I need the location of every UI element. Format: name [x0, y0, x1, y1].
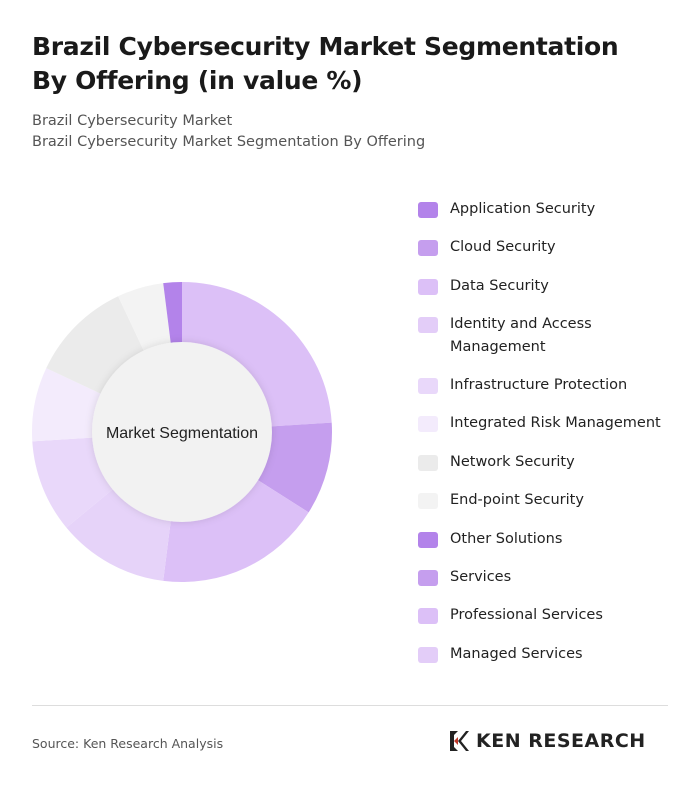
legend-label: Managed Services: [450, 646, 583, 662]
donut-slice: [46, 296, 145, 395]
legend-item: Integrated Risk Management: [418, 412, 670, 435]
legend-label: Cloud Security: [450, 239, 556, 255]
legend-item: Services: [418, 566, 670, 589]
donut-slice: [256, 422, 332, 513]
donut-center: [92, 342, 272, 522]
legend-label: End-point Security: [450, 492, 584, 508]
chart-title: Brazil Cybersecurity Market Segmentation…: [32, 32, 619, 95]
legend-item: Data Security: [418, 275, 670, 298]
legend-label: Application Security: [450, 201, 596, 217]
divider: [32, 705, 668, 706]
legend-item: Other Solutions: [418, 528, 670, 551]
legend-label: Data Security: [450, 278, 549, 294]
legend-swatch: [418, 317, 438, 333]
ken-research-logo: KEN RESEARCH: [448, 729, 646, 753]
legend-item: End-point Security: [418, 489, 670, 512]
legend-label: Integrated Risk Management: [450, 415, 661, 431]
donut-slice: [32, 437, 115, 528]
legend-item: Identity and Access Management: [418, 313, 670, 359]
donut-chart: Market Segmentation: [31, 282, 332, 582]
legend-swatch: [418, 378, 438, 394]
legend-label: Professional Services: [450, 607, 603, 623]
legend-swatch: [418, 416, 438, 432]
logo-text: KEN RESEARCH: [476, 730, 646, 752]
donut-slice: [66, 488, 171, 581]
legend-swatch: [418, 240, 438, 256]
legend-swatch: [418, 455, 438, 471]
legend-swatch: [418, 647, 438, 663]
donut-slice: [118, 283, 171, 353]
donut-slice: [182, 282, 332, 427]
donut-slice: [31, 368, 103, 442]
legend-item: Cloud Security: [418, 236, 670, 259]
donut-slice: [163, 479, 309, 582]
legend-swatch: [418, 279, 438, 295]
legend-item: Professional Services: [418, 604, 670, 627]
legend-label: Identity and Access Management: [450, 316, 592, 355]
center-label: Market Segmentation: [106, 425, 258, 442]
legend-label: Network Security: [450, 454, 575, 470]
subtitle-market: Brazil Cybersecurity Market: [32, 113, 233, 129]
source-note: Source: Ken Research Analysis: [32, 736, 224, 751]
donut-slice: [163, 282, 182, 345]
legend-label: Other Solutions: [450, 531, 563, 547]
legend-item: Application Security: [418, 198, 670, 221]
legend-label: Services: [450, 569, 512, 585]
legend-item: Managed Services: [418, 643, 670, 666]
legend-swatch: [418, 608, 438, 624]
legend-swatch: [418, 532, 438, 548]
subtitle-segmentation: Brazil Cybersecurity Market Segmentation…: [32, 134, 426, 150]
legend-swatch: [418, 570, 438, 586]
logo-mark-icon: [450, 731, 469, 751]
legend-swatch: [418, 202, 438, 218]
legend-label: Infrastructure Protection: [450, 377, 628, 393]
legend-swatch: [418, 493, 438, 509]
legend-item: Network Security: [418, 451, 670, 474]
legend-item: Infrastructure Protection: [418, 374, 670, 397]
